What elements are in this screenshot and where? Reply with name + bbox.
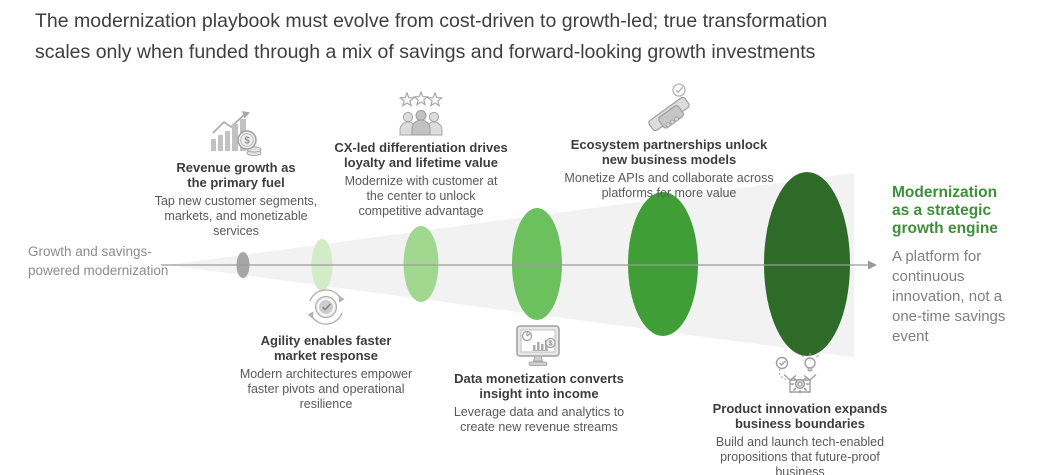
page-title-line-2: scales only when funded through a mix of… xyxy=(35,41,816,63)
svg-text:$: $ xyxy=(549,341,553,348)
left-label: Growth and savings-powered modernization xyxy=(28,244,169,278)
page-title: The modernization playbook must evolve f… xyxy=(35,6,1015,68)
callout-cx-title: CX-led differentiation drives loyalty an… xyxy=(334,140,508,170)
callout-cx-body: Modernize with customer at the center to… xyxy=(344,174,498,218)
callout-cx: CX-led differentiation drives loyalty an… xyxy=(321,91,521,219)
customers-stars-icon xyxy=(321,91,521,137)
funnel-axis-arrowhead xyxy=(868,260,877,270)
callout-product-body: Build and launch tech-enabled propositio… xyxy=(715,435,885,475)
callout-product: Product innovation expands business boun… xyxy=(686,352,914,475)
result-body: A platform for continuous innovation, no… xyxy=(892,248,1006,345)
callout-ecosystem-title: Ecosystem partnerships unlock new busine… xyxy=(570,137,768,167)
callout-revenue: $ Revenue growth as the primary fuel Tap… xyxy=(146,109,326,239)
handshake-icon xyxy=(556,82,782,134)
callout-ecosystem-body: Monetize APIs and collaborate across pla… xyxy=(564,171,774,200)
callout-revenue-title: Revenue growth as the primary fuel xyxy=(176,160,296,190)
svg-text:$: $ xyxy=(244,136,250,147)
callout-data-body: Leverage data and analytics to create ne… xyxy=(453,405,625,434)
result-block: Modernization as a strategic growth engi… xyxy=(892,184,1018,347)
stage-ellipse-4 xyxy=(512,208,562,320)
callout-agility-body: Modern architectures empower faster pivo… xyxy=(239,367,413,411)
agile-cycle-icon xyxy=(235,286,417,330)
callout-product-title: Product innovation expands business boun… xyxy=(712,401,888,431)
stage-ellipse-1 xyxy=(236,252,250,278)
callout-agility-title: Agility enables faster market response xyxy=(260,333,392,363)
callout-revenue-body: Tap new customer segments, markets, and … xyxy=(154,194,318,238)
callout-data-title: Data monetization converts insight into … xyxy=(454,371,624,401)
stage-ellipse-2 xyxy=(311,239,333,291)
callout-agility: Agility enables faster market response M… xyxy=(235,286,417,412)
monitor-analytics-icon: $ xyxy=(434,324,644,368)
callout-ecosystem: Ecosystem partnerships unlock new busine… xyxy=(556,82,782,201)
stage-ellipse-5 xyxy=(628,192,698,336)
page-title-line-1: The modernization playbook must evolve f… xyxy=(35,10,828,32)
result-heading: Modernization as a strategic growth engi… xyxy=(892,184,998,237)
revenue-growth-icon: $ xyxy=(146,109,326,157)
innovation-box-icon xyxy=(686,352,914,398)
callout-data: $ Data monetization converts insight int… xyxy=(434,324,644,435)
